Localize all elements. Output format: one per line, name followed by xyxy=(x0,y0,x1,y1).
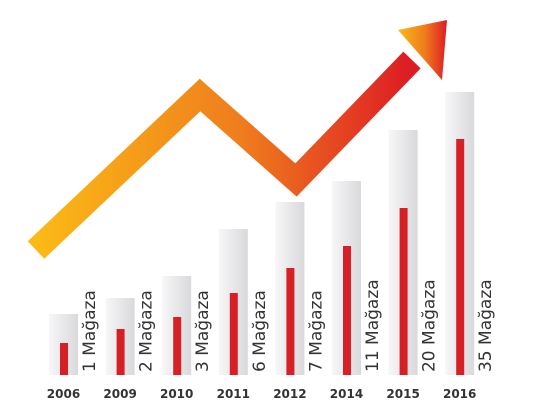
x-tick-label-2010: 2010 xyxy=(160,387,193,401)
bar-2010 xyxy=(173,317,182,375)
bar-2006 xyxy=(60,343,68,375)
bar-2012 xyxy=(286,268,295,375)
x-tick-label-2015: 2015 xyxy=(386,387,419,401)
x-tick-label-2011: 2011 xyxy=(217,387,250,401)
bar-2014 xyxy=(343,246,351,375)
bar-2016 xyxy=(456,139,465,375)
x-tick-label-2009: 2009 xyxy=(103,387,136,401)
x-tick-label-2014: 2014 xyxy=(330,387,363,401)
bar-2011 xyxy=(229,293,238,375)
data-label-2012: 7 Mağaza xyxy=(306,290,326,372)
data-label-2010: 3 Mağaza xyxy=(193,290,213,372)
x-tick-label-2006: 2006 xyxy=(47,387,80,401)
data-label-2016: 35 Mağaza xyxy=(476,279,496,372)
trend-arrow xyxy=(27,20,447,259)
data-label-2009: 2 Mağaza xyxy=(137,290,157,372)
x-tick-label-2012: 2012 xyxy=(273,387,306,401)
trend-arrow-shaft xyxy=(27,51,421,259)
data-label-2006: 1 Mağaza xyxy=(80,290,100,372)
trend-arrow-head xyxy=(398,20,447,80)
data-label-2014: 11 Mağaza xyxy=(363,279,383,372)
bar-2009 xyxy=(116,329,125,375)
x-tick-label-2016: 2016 xyxy=(443,387,476,401)
data-label-2015: 20 Mağaza xyxy=(420,279,440,372)
data-label-2011: 6 Mağaza xyxy=(250,290,270,372)
bar-2015 xyxy=(399,208,408,375)
